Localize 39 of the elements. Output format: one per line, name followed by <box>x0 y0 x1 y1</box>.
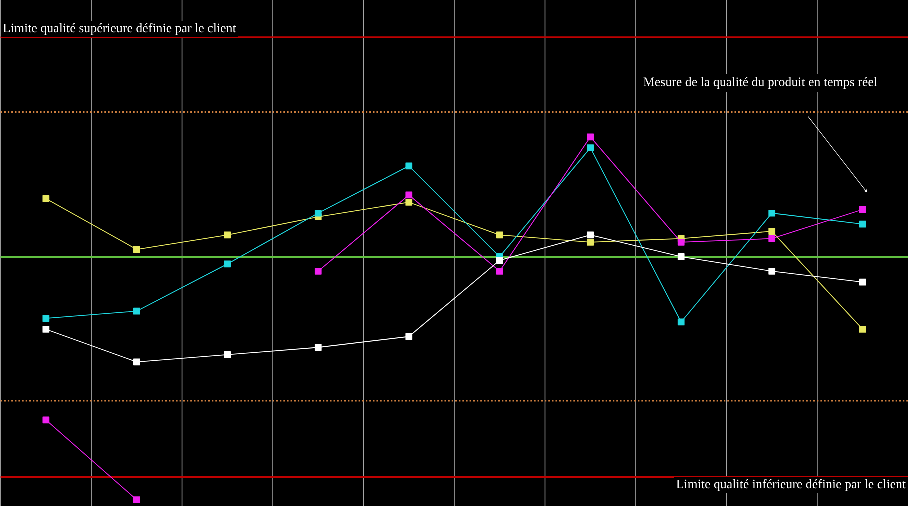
point <box>496 256 504 264</box>
point <box>587 144 594 152</box>
ref-line-label: Limite qualité inférieure définie par le client <box>676 479 906 492</box>
point <box>678 253 685 260</box>
point <box>859 206 866 214</box>
point <box>133 496 140 504</box>
point <box>42 315 50 322</box>
point <box>768 228 776 235</box>
point <box>859 278 866 286</box>
point <box>859 220 866 228</box>
point <box>587 238 594 246</box>
point <box>406 192 413 199</box>
point <box>406 198 413 206</box>
point <box>314 268 322 275</box>
point <box>859 326 866 333</box>
point <box>42 416 50 424</box>
point <box>678 318 685 326</box>
point <box>406 333 413 340</box>
point <box>496 268 504 275</box>
point <box>768 268 776 275</box>
point <box>133 246 140 253</box>
point <box>496 232 504 238</box>
point <box>133 358 140 366</box>
point <box>314 210 322 217</box>
ref-line-label: Limite qualité supérieure définie par le client <box>3 23 236 36</box>
point <box>768 235 776 242</box>
point <box>406 162 413 170</box>
point <box>133 308 140 315</box>
text: Mesure de la qualité du produit en temps réel <box>644 77 878 89</box>
point <box>587 232 594 238</box>
point <box>42 326 50 333</box>
point <box>587 134 594 140</box>
point <box>42 195 50 202</box>
point <box>224 260 232 268</box>
point <box>224 351 232 358</box>
point <box>768 210 776 217</box>
point <box>224 232 232 238</box>
point <box>314 344 322 351</box>
point <box>678 238 685 246</box>
